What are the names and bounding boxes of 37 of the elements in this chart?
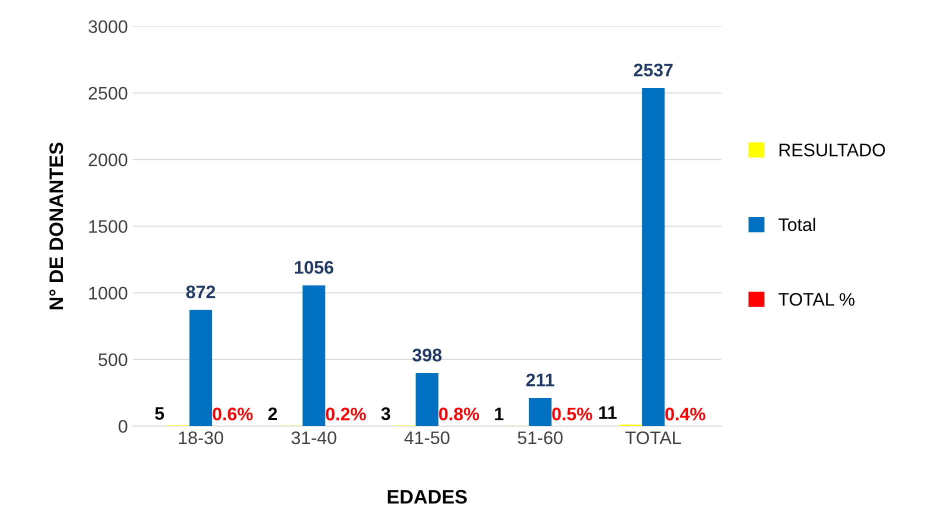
x-tick-label: 18-30 bbox=[179, 431, 224, 444]
data-label: 1056 bbox=[294, 260, 334, 274]
data-label: 0.8% bbox=[439, 408, 480, 420]
data-label: 0.6% bbox=[212, 408, 253, 420]
legend-label: TOTAL % bbox=[778, 292, 854, 306]
bar bbox=[642, 88, 665, 426]
x-tick-label: 51-60 bbox=[518, 431, 563, 444]
y-tick-label: 2500 bbox=[88, 86, 128, 100]
data-label: 0.4% bbox=[665, 408, 706, 420]
data-label: 1 bbox=[495, 408, 504, 420]
y-tick-label: 2000 bbox=[88, 153, 128, 166]
data-label: 872 bbox=[186, 286, 216, 298]
data-label: 5 bbox=[155, 407, 164, 420]
data-label: 211 bbox=[526, 374, 554, 386]
x-axis-title: EDADES bbox=[388, 490, 467, 504]
data-label: 0.2% bbox=[326, 408, 366, 420]
bar bbox=[302, 285, 326, 426]
y-tick-label: 0 bbox=[118, 420, 128, 433]
y-tick-label: 1000 bbox=[89, 286, 128, 300]
y-tick-label: 1500 bbox=[89, 220, 128, 233]
y-tick-label: 3000 bbox=[88, 20, 128, 34]
data-label: 3 bbox=[381, 407, 390, 420]
data-label: 2 bbox=[268, 407, 277, 420]
bar bbox=[528, 398, 552, 426]
bar bbox=[416, 373, 438, 426]
legend-label: Total bbox=[778, 218, 816, 232]
y-tick-label: 500 bbox=[98, 353, 128, 366]
data-label: 398 bbox=[412, 348, 442, 362]
legend-label: RESULTADO bbox=[780, 144, 885, 156]
data-label: 2537 bbox=[634, 64, 673, 76]
x-tick-label: 31-40 bbox=[292, 431, 336, 444]
bar bbox=[189, 310, 212, 426]
x-tick-label: TOTAL bbox=[625, 431, 682, 444]
x-tick-label: 41-50 bbox=[404, 431, 450, 444]
y-axis-title: N° DE DONANTES bbox=[49, 142, 64, 310]
data-label: 11 bbox=[599, 406, 617, 419]
data-label: 0.5% bbox=[552, 408, 592, 420]
